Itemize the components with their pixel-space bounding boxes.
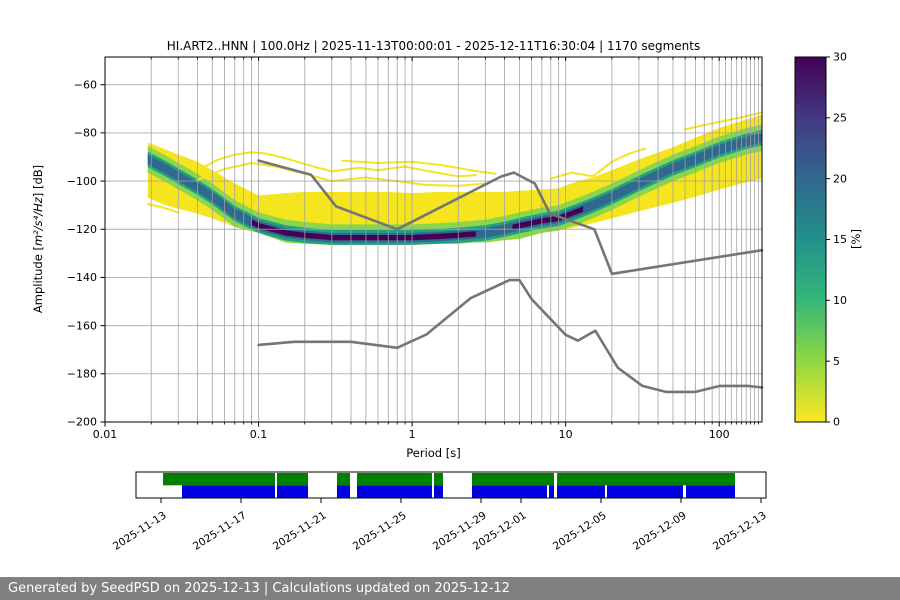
colorbar-gradient	[794, 56, 827, 423]
plot-title-text: HI.ART2..HNN | 100.0Hz | 2025-11-13T00:0…	[166, 39, 701, 53]
plot-title: HI.ART2..HNN | 100.0Hz | 2025-11-13T00:0…	[105, 39, 762, 53]
colorbar-label-text: [%]	[849, 229, 863, 249]
psd-band-dark-core	[251, 219, 476, 241]
timeline-green-segment	[557, 473, 736, 486]
psd-outlier-trace	[684, 111, 763, 131]
x-tick-label: 0.1	[250, 428, 268, 441]
noise-model-nlnm-line	[257, 278, 764, 394]
timeline-blue-segment	[357, 485, 432, 498]
y-tick-label: −160	[67, 319, 97, 332]
footer-bar: Generated by SeedPSD on 2025-12-13 | Cal…	[0, 577, 900, 600]
noise-model-nhnm-line	[257, 159, 764, 276]
timeline-blue-segment	[181, 485, 275, 498]
colorbar-tick-label: 5	[833, 355, 840, 368]
colorbar-tick-label: 15	[833, 233, 847, 246]
footer-text: Generated by SeedPSD on 2025-12-13 | Cal…	[8, 581, 510, 596]
timeline-blue-segment	[557, 485, 605, 498]
psd-band-yellow	[147, 114, 763, 245]
timeline-blue-segment	[549, 485, 555, 498]
x-tick-label: 0.01	[93, 428, 118, 441]
timeline-green-segment	[471, 473, 555, 486]
y-tick-label: −120	[67, 223, 97, 236]
timeline-green-segment	[276, 473, 308, 486]
x-axis-label: Period [s]	[105, 446, 762, 460]
y-tick-label: −180	[67, 368, 97, 381]
colorbar-tick-label: 20	[833, 172, 847, 185]
timeline-blue-segment	[471, 485, 548, 498]
x-tick-label: 1	[409, 428, 416, 441]
y-tick-label: −80	[74, 127, 97, 140]
timeline-date-label: 2025-11-13	[111, 509, 169, 552]
colorbar-tick-label: 10	[833, 294, 847, 307]
timeline-green-segment	[163, 473, 275, 486]
timeline-blue-segment	[606, 485, 684, 498]
timeline-blue-segment	[276, 485, 308, 498]
colorbar-label: [%]	[849, 229, 863, 249]
timeline-date-label: 2025-11-21	[271, 509, 329, 552]
timeline-blue-segment	[433, 485, 443, 498]
timeline-blue-segment	[685, 485, 736, 498]
plot-border	[104, 56, 763, 423]
x-axis-label-text: Period [s]	[406, 446, 461, 460]
timeline-blue-segment	[336, 485, 351, 498]
psd-band-dark-core	[512, 206, 584, 230]
psd-plot-canvas: 0.01 0.1 1 10 100−60−80−100−120−140−160−180−…	[67, 51, 847, 553]
psd-outlier-trace	[341, 159, 497, 175]
timeline-date-label: 2025-12-09	[631, 509, 689, 552]
y-tick-label: −100	[67, 175, 97, 188]
timeline-green-segment	[433, 473, 443, 486]
timeline-date-label: 2025-12-05	[551, 509, 609, 552]
psd-outlier-trace	[146, 203, 180, 214]
timeline-green-segment	[357, 473, 432, 486]
x-tick-label: 10	[559, 428, 573, 441]
y-tick-label: −200	[67, 416, 97, 429]
y-tick-label: −140	[67, 271, 97, 284]
timeline-date-label: 2025-12-13	[711, 509, 769, 552]
y-tick-label: −60	[74, 78, 97, 91]
colorbar-tick-label: 25	[833, 112, 847, 125]
colorbar-tick-label: 30	[833, 51, 847, 64]
timeline-date-label: 2025-11-25	[351, 509, 409, 552]
x-tick-label: 100	[709, 428, 730, 441]
colorbar-tick-label: 0	[833, 416, 840, 429]
psd-outlier-trace	[549, 147, 647, 180]
timeline-green-segment	[336, 473, 351, 486]
timeline-date-label: 2025-11-17	[191, 509, 249, 552]
psd-outlier-trace	[196, 151, 477, 178]
